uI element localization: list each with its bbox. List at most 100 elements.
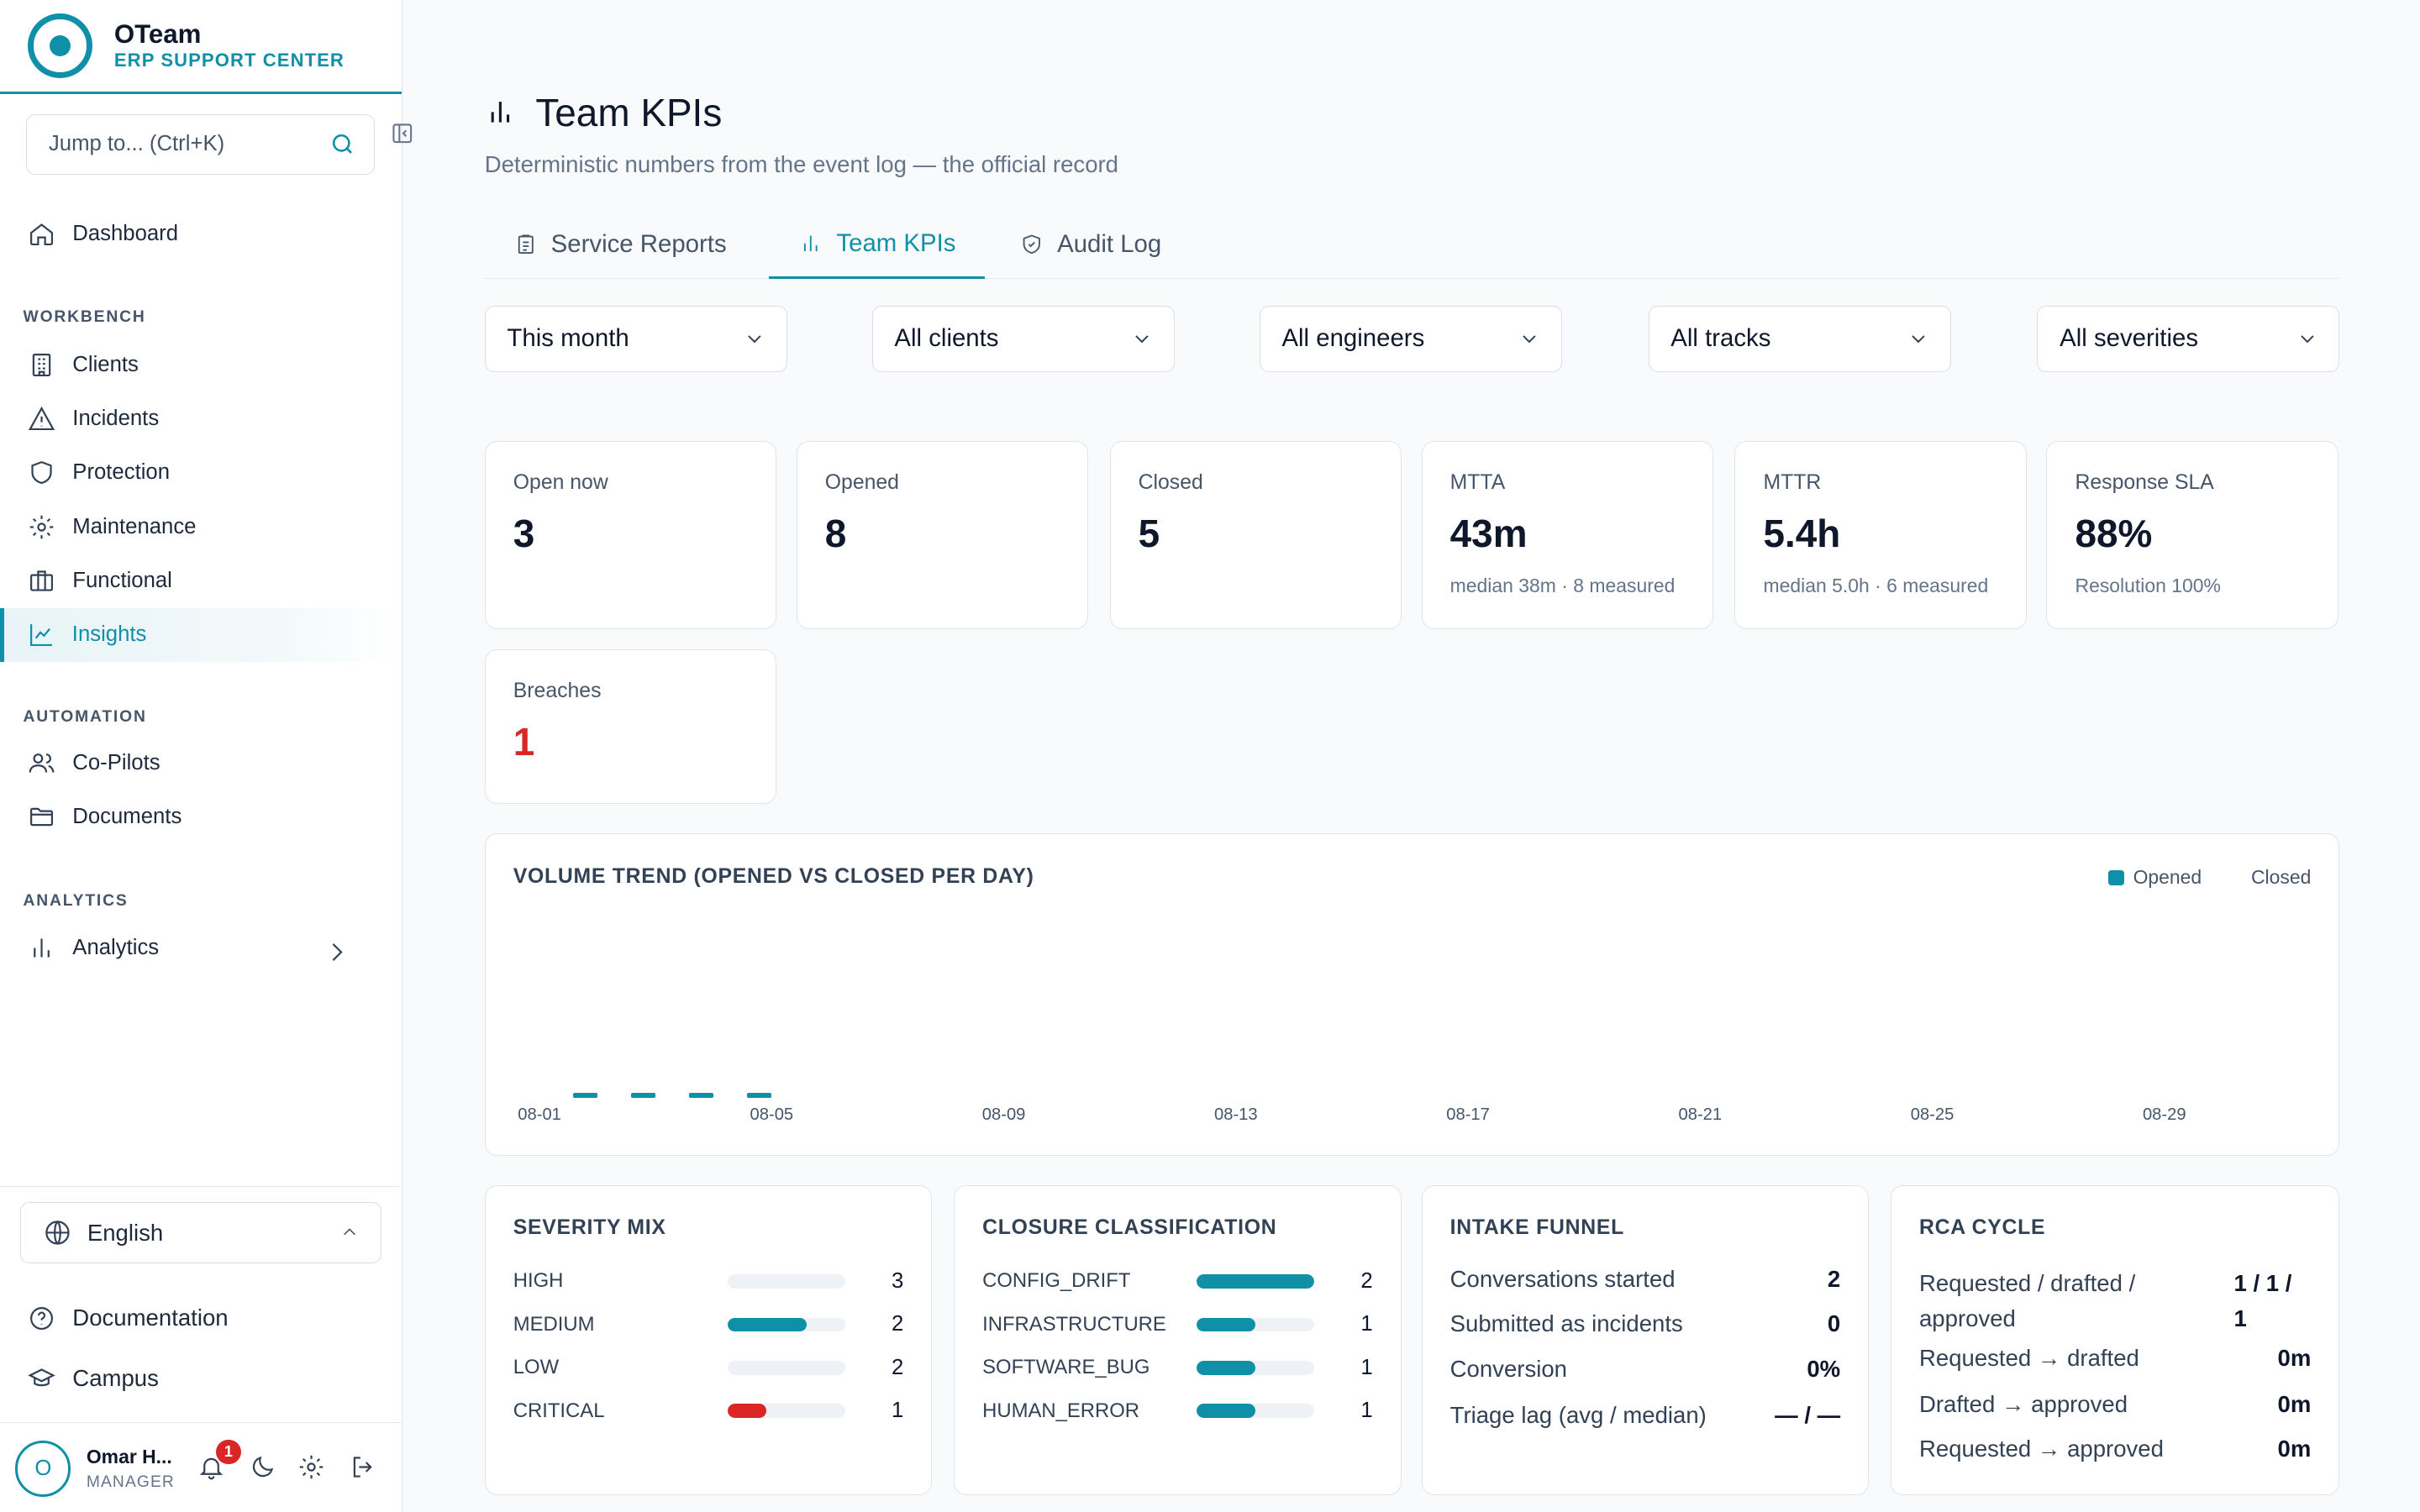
filter-engineers-value: All engineers [1281, 324, 1425, 353]
rca-cycle-card: RCA CYCLE Requested / drafted / approved… [1890, 1184, 2340, 1495]
filter-period[interactable]: This month [484, 305, 787, 372]
tab-team-kpis[interactable]: Team KPIs [768, 210, 985, 280]
filter-tracks-value: All tracks [1670, 324, 1771, 353]
kpi-response-sla: Response SLA 88% Resolution 100% [2046, 441, 2338, 630]
globe-icon [45, 1221, 70, 1245]
kpi-label: MTTR [1763, 471, 1822, 495]
logout-icon[interactable] [349, 1453, 376, 1481]
brand-logo-icon [28, 13, 93, 79]
nav-campus[interactable]: Campus [0, 1352, 402, 1405]
nav-functional[interactable]: Functional [0, 554, 402, 607]
kpi-open-now: Open now 3 [484, 441, 776, 630]
x-tick-label: 08-17 [1446, 1105, 1490, 1125]
tab-service-reports[interactable]: Service Reports [514, 210, 727, 280]
rca-value: 0m [2277, 1436, 2312, 1462]
funnel-row: Conversations started 2 [1450, 1266, 1841, 1293]
brand-name: OTeam [113, 19, 202, 50]
funnel-value: 0 [1827, 1310, 1841, 1337]
brand-subtitle: ERP SUPPORT CENTER [113, 49, 345, 71]
nav-documentation[interactable]: Documentation [0, 1291, 402, 1345]
filter-engineers[interactable]: All engineers [1259, 305, 1562, 372]
funnel-value: 0% [1807, 1355, 1841, 1382]
x-tick-label: 08-05 [750, 1105, 794, 1125]
nav-dashboard-label: Dashboard [72, 221, 179, 245]
kpi-label: Response SLA [2075, 471, 2214, 495]
x-tick-label: 08-21 [1678, 1105, 1723, 1125]
row-label: HUMAN_ERROR [982, 1399, 1140, 1422]
row-label: HIGH [513, 1269, 564, 1293]
kpi-opened: Opened 8 [796, 441, 1088, 630]
kpi-mttr: MTTR 5.4h median 5.0h · 6 measured [1734, 441, 2027, 630]
page-title: Team KPIs [535, 90, 723, 134]
section-workbench: WORKBENCH [23, 308, 146, 327]
nav-maintenance[interactable]: Maintenance [0, 500, 402, 554]
building-icon [32, 353, 51, 376]
nav-documentation-label: Documentation [72, 1305, 229, 1331]
nav-dashboard[interactable]: Dashboard [0, 207, 402, 260]
nav-protection[interactable]: Protection [0, 446, 402, 500]
funnel-value: 2 [1827, 1266, 1841, 1293]
bar-opened-08-03 [630, 1093, 656, 1098]
nav-documents[interactable]: Documents [0, 790, 402, 843]
nav-incidents[interactable]: Incidents [0, 392, 402, 446]
closure-title: CLOSURE CLASSIFICATION [982, 1216, 1277, 1240]
chevron-down-icon [1135, 335, 1149, 344]
user-profile[interactable]: O Omar H... MANAGER [15, 1440, 401, 1499]
severity-row: LOW 2 [513, 1352, 904, 1383]
moon-icon[interactable] [249, 1453, 276, 1481]
folder-icon [30, 807, 54, 827]
kpi-value: 5.4h [1763, 511, 1841, 555]
jump-search-input[interactable]: Jump to... (Ctrl+K) [26, 113, 376, 175]
nav-insights[interactable]: Insights [0, 607, 402, 662]
rca-row: Requested → drafted 0m [1919, 1345, 2311, 1372]
row-bar-track [1197, 1274, 1314, 1289]
kpi-value: 43m [1449, 511, 1528, 555]
kpi-value: 8 [824, 511, 847, 555]
settings-gear-icon[interactable] [297, 1453, 325, 1481]
filter-severities[interactable]: All severities [2037, 305, 2340, 372]
row-bar-track [728, 1404, 845, 1418]
user-name: Omar H... [86, 1446, 172, 1468]
language-select[interactable]: English [19, 1201, 381, 1264]
help-circle-icon [30, 1306, 54, 1330]
row-value: 2 [892, 1312, 904, 1336]
avatar: O [15, 1441, 71, 1497]
row-bar-track [1197, 1317, 1314, 1332]
x-tick-label: 08-09 [981, 1105, 1026, 1125]
nav-analytics[interactable]: Analytics [0, 921, 402, 975]
row-bar-fill [1197, 1317, 1256, 1332]
legend-closed: Closed [2250, 866, 2312, 889]
bar-opened-08-05 [746, 1093, 772, 1098]
section-automation: AUTOMATION [23, 708, 147, 727]
nav-copilots[interactable]: Co-Pilots [0, 736, 402, 790]
bar-chart-icon [804, 235, 818, 251]
brand-header[interactable]: OTeam ERP SUPPORT CENTER [0, 0, 402, 95]
collapse-sidebar-icon[interactable] [391, 122, 414, 145]
rca-row: Requested / drafted / approved 1 / 1 / 1 [1919, 1266, 2311, 1337]
x-tick-label: 08-25 [1910, 1105, 1954, 1125]
row-value: 1 [892, 1399, 904, 1423]
rca-label: Requested → approved [1918, 1436, 2164, 1462]
nav-clients[interactable]: Clients [0, 338, 402, 391]
rca-row: Requested → approved 0m [1919, 1436, 2311, 1462]
rca-label: Requested / drafted / approved [1918, 1270, 2136, 1332]
language-label: English [87, 1219, 164, 1246]
chevron-right-icon [332, 942, 343, 961]
home-icon [30, 223, 54, 245]
tab-audit-log[interactable]: Audit Log [1020, 210, 1161, 280]
chevron-down-icon [748, 335, 761, 344]
filter-tracks[interactable]: All tracks [1648, 305, 1951, 372]
bell-icon[interactable] [197, 1453, 225, 1481]
filter-clients[interactable]: All clients [871, 305, 1175, 372]
funnel-row: Conversion 0% [1450, 1356, 1841, 1383]
row-label: INFRASTRUCTURE [982, 1312, 1166, 1336]
page-subtitle: Deterministic numbers from the event log… [484, 150, 1119, 177]
severity-row: HIGH 3 [513, 1266, 904, 1297]
row-label: LOW [513, 1356, 560, 1379]
funnel-value: — / — [1775, 1401, 1841, 1428]
kpi-label: MTTA [1449, 471, 1506, 495]
closure-row: CONFIG_DRIFT 2 [982, 1266, 1373, 1297]
row-value: 1 [1360, 1355, 1373, 1379]
nav-copilots-label: Co-Pilots [72, 750, 160, 774]
sidebar: OTeam ERP SUPPORT CENTER Jump to... (Ctr… [0, 0, 412, 1512]
